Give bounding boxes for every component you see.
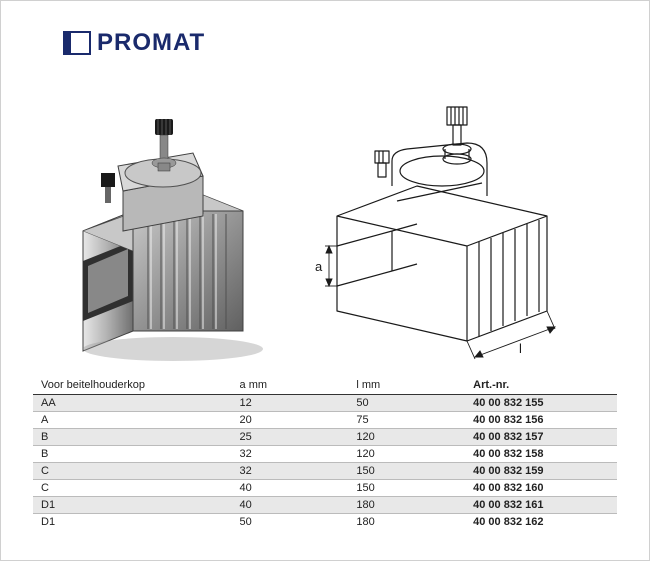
table-cell: A	[33, 412, 232, 429]
table-cell: 32	[232, 463, 349, 480]
col-header-a: a mm	[232, 376, 349, 395]
brand-logo-mark	[63, 31, 91, 55]
spec-table: Voor beitelhouderkop a mm l mm Art.-nr. …	[33, 376, 617, 530]
table-row: C4015040 00 832 160	[33, 480, 617, 497]
table-row: A207540 00 832 156	[33, 412, 617, 429]
table-cell: D1	[33, 497, 232, 514]
table-cell: 12	[232, 395, 349, 412]
table-cell: D1	[33, 514, 232, 531]
brand-logo-text: PROMAT	[97, 29, 205, 57]
table-cell: 120	[348, 429, 465, 446]
table-cell: 120	[348, 446, 465, 463]
col-header-l: l mm	[348, 376, 465, 395]
table-cell: 40	[232, 480, 349, 497]
table-cell: 40 00 832 158	[465, 446, 617, 463]
table-cell: 40	[232, 497, 349, 514]
table-cell: 50	[348, 395, 465, 412]
product-diagram: a l	[297, 101, 587, 371]
table-cell: 180	[348, 514, 465, 531]
table-cell: 25	[232, 429, 349, 446]
image-row: a l	[63, 71, 587, 401]
spec-table-wrap: Voor beitelhouderkop a mm l mm Art.-nr. …	[33, 376, 617, 530]
table-cell: 40 00 832 155	[465, 395, 617, 412]
table-cell: C	[33, 480, 232, 497]
table-cell: 40 00 832 157	[465, 429, 617, 446]
table-cell: B	[33, 429, 232, 446]
table-cell: 20	[232, 412, 349, 429]
table-header-row: Voor beitelhouderkop a mm l mm Art.-nr.	[33, 376, 617, 395]
table-cell: 150	[348, 480, 465, 497]
table-cell: 40 00 832 160	[465, 480, 617, 497]
table-cell: 75	[348, 412, 465, 429]
col-header-art: Art.-nr.	[465, 376, 617, 395]
table-cell: 150	[348, 463, 465, 480]
table-cell: B	[33, 446, 232, 463]
diagram-label-l: l	[519, 341, 522, 356]
table-cell: 40 00 832 156	[465, 412, 617, 429]
table-row: D15018040 00 832 162	[33, 514, 617, 531]
table-row: C3215040 00 832 159	[33, 463, 617, 480]
product-photo	[63, 101, 293, 371]
col-header-model: Voor beitelhouderkop	[33, 376, 232, 395]
table-row: B2512040 00 832 157	[33, 429, 617, 446]
table-cell: 32	[232, 446, 349, 463]
table-row: AA125040 00 832 155	[33, 395, 617, 412]
brand-logo: PROMAT	[63, 29, 205, 57]
table-cell: 180	[348, 497, 465, 514]
table-cell: 40 00 832 161	[465, 497, 617, 514]
table-row: B3212040 00 832 158	[33, 446, 617, 463]
table-cell: 40 00 832 162	[465, 514, 617, 531]
table-cell: 40 00 832 159	[465, 463, 617, 480]
table-row: D14018040 00 832 161	[33, 497, 617, 514]
diagram-label-a: a	[315, 259, 323, 274]
table-cell: C	[33, 463, 232, 480]
table-cell: AA	[33, 395, 232, 412]
table-cell: 50	[232, 514, 349, 531]
